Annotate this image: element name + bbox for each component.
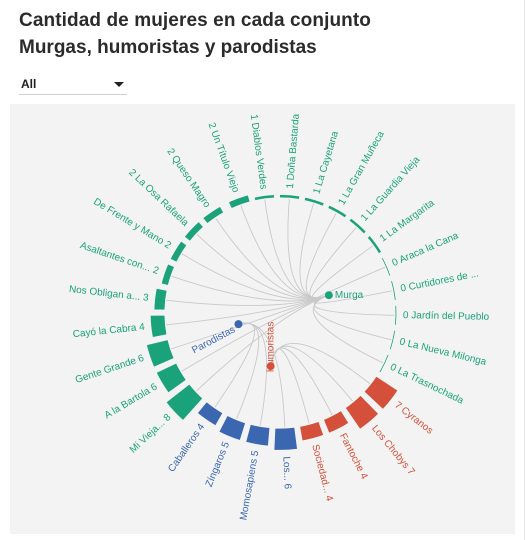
link-line bbox=[287, 198, 330, 299]
link-line bbox=[264, 198, 330, 299]
item-label: 7 Cyranos bbox=[392, 400, 435, 437]
bar[interactable] bbox=[183, 220, 205, 243]
bar[interactable] bbox=[145, 338, 176, 369]
chart-panel: 2 Un Título Viejo 1 Diablos Verdes 1 Doña … bbox=[10, 104, 515, 534]
bar[interactable] bbox=[389, 279, 397, 302]
link-line bbox=[270, 347, 333, 416]
bar[interactable] bbox=[164, 382, 204, 422]
item-label: 2 Un Título Viejo bbox=[206, 121, 242, 194]
item-label: Los... 6 bbox=[280, 456, 292, 490]
item-label: 0 Curtidores de ... bbox=[400, 268, 480, 294]
bar[interactable] bbox=[273, 426, 299, 452]
item-label: Los Chobys 7 bbox=[369, 423, 417, 478]
bar[interactable] bbox=[366, 234, 383, 255]
bar[interactable] bbox=[160, 262, 176, 287]
category-label: Murga bbox=[335, 290, 364, 301]
bar[interactable] bbox=[201, 205, 225, 225]
bar[interactable] bbox=[278, 193, 301, 201]
bar[interactable] bbox=[393, 304, 398, 327]
link-line bbox=[270, 346, 354, 403]
item-label: 1 La Margarita bbox=[378, 197, 437, 244]
bar[interactable] bbox=[344, 394, 380, 431]
bar[interactable] bbox=[149, 314, 168, 339]
bar[interactable] bbox=[253, 193, 276, 202]
item-label: 2 Queso Magro bbox=[164, 147, 212, 211]
link-line bbox=[214, 322, 255, 408]
bar[interactable] bbox=[196, 400, 224, 427]
link-line bbox=[196, 233, 330, 299]
link-line bbox=[240, 204, 330, 299]
bar[interactable] bbox=[155, 361, 188, 394]
item-label: Momosapiens 5 bbox=[238, 449, 261, 521]
item-label: Cayó la Cabra 4 bbox=[72, 322, 145, 340]
item-label: Caballeros 4 bbox=[166, 421, 207, 474]
bar[interactable] bbox=[153, 287, 168, 311]
item-label: 1 Doña Bastarda bbox=[285, 113, 302, 189]
bar[interactable] bbox=[326, 204, 348, 219]
bar[interactable] bbox=[322, 409, 350, 435]
item-label: A la Bartola 6 bbox=[103, 381, 160, 421]
bar[interactable] bbox=[217, 414, 247, 442]
item-label: Nos Obligan a... 3 bbox=[68, 284, 149, 304]
chevron-down-icon bbox=[114, 82, 124, 87]
item-label: Fantoche 4 bbox=[337, 432, 370, 482]
link-line bbox=[305, 212, 337, 299]
category-hub[interactable] bbox=[324, 291, 333, 300]
page-subtitle: Murgas, humoristas y parodistas bbox=[19, 37, 317, 58]
bar[interactable] bbox=[377, 353, 391, 374]
bar[interactable] bbox=[388, 329, 397, 351]
item-label: 1 La Cayetana bbox=[311, 130, 341, 196]
link-line bbox=[313, 294, 392, 341]
link-line bbox=[270, 348, 310, 425]
link-line bbox=[180, 294, 330, 373]
filter-selected-value: All bbox=[21, 77, 37, 91]
item-label: Zíngaros 5 bbox=[204, 440, 232, 489]
item-label: Sociedad... 4 bbox=[309, 443, 335, 503]
category-hub[interactable] bbox=[266, 362, 275, 371]
link-line bbox=[312, 294, 384, 364]
link-line bbox=[270, 343, 371, 385]
item-label: Mi Vieja... 8 bbox=[128, 412, 174, 456]
item-label: 0 La Nueva Milonga bbox=[398, 337, 487, 369]
category-hub[interactable] bbox=[234, 320, 243, 329]
bar[interactable] bbox=[169, 239, 188, 264]
item-label: Asaltantes con... 2 bbox=[79, 240, 161, 277]
bar[interactable] bbox=[244, 423, 271, 447]
link-line bbox=[214, 217, 330, 299]
bar[interactable] bbox=[380, 256, 392, 278]
radial-bar-chart: 2 Un Título Viejo 1 Diablos Verdes 1 Doña … bbox=[68, 113, 490, 521]
item-label: 0 Jardín del Pueblo bbox=[403, 310, 490, 323]
page-title: Cantidad de mujeres en cada conjunto bbox=[19, 10, 372, 31]
link-line bbox=[238, 322, 286, 428]
bar[interactable] bbox=[362, 375, 400, 411]
item-label: 0 Araca la Cana bbox=[391, 230, 461, 269]
item-label: 1 Diablos Verdes bbox=[248, 114, 269, 190]
category-label: Humoristas bbox=[265, 322, 276, 373]
bar[interactable] bbox=[347, 217, 368, 236]
item-label: Gente Grande 6 bbox=[74, 353, 146, 386]
bar[interactable] bbox=[298, 420, 325, 442]
group-filter-select[interactable]: All bbox=[19, 74, 127, 95]
bar[interactable] bbox=[303, 196, 326, 208]
bar[interactable] bbox=[227, 193, 251, 210]
